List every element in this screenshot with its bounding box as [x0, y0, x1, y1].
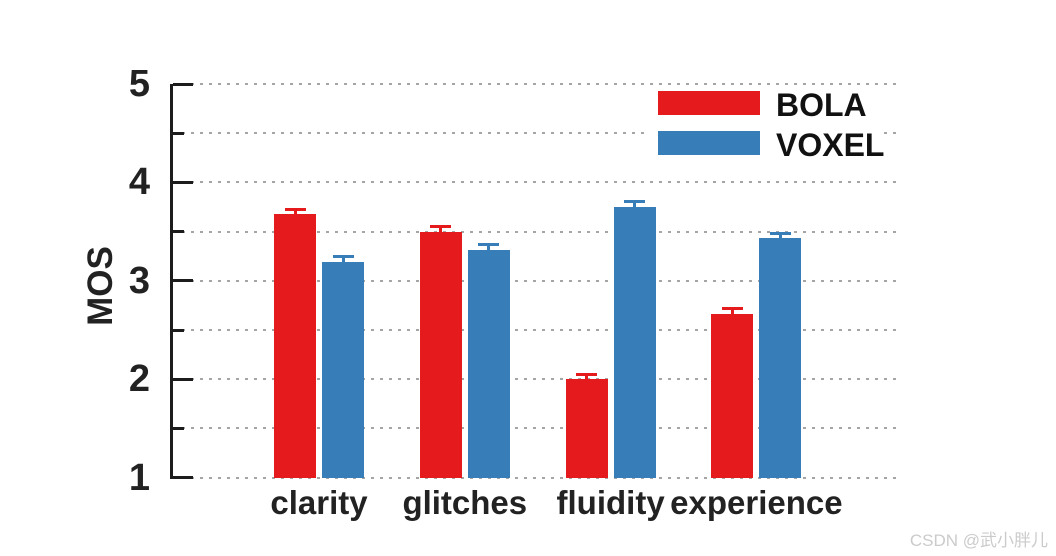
error-bar-cap-voxel-glitches [478, 243, 500, 247]
legend-label-voxel: VOXEL [776, 127, 885, 163]
y-axis-spine [170, 84, 173, 479]
error-bar-cap-bola-clarity [284, 207, 306, 211]
y-tick-label-5: 5 [128, 63, 150, 105]
legend-swatch-voxel [658, 131, 760, 155]
y-tick-label-1: 1 [128, 456, 150, 499]
gridline-y-4.5 [173, 132, 901, 135]
minor-tick-1.5 [173, 426, 184, 430]
error-bar-stem-bola-glitches [439, 225, 443, 241]
error-bar-cap-bola-glitches [430, 224, 452, 228]
error-bar-stem-voxel-clarity [341, 256, 345, 272]
gridline-y-1.5 [173, 427, 901, 430]
gridline-y-1 [173, 476, 901, 479]
error-bar-stem-bola-experience [730, 308, 734, 324]
x-category-label-fluidity: fluidity [556, 484, 665, 521]
error-bar-cap-voxel-clarity [332, 255, 354, 259]
error-bar-stem-bola-fluidity [585, 374, 589, 389]
major-tick-3 [173, 279, 193, 283]
major-tick-4 [173, 180, 193, 184]
minor-tick-4.5 [173, 131, 184, 135]
error-bar-stem-bola-clarity [293, 208, 297, 223]
error-bar-cap-voxel-experience [769, 231, 791, 235]
y-tick-label-2: 2 [128, 358, 150, 401]
watermark: CSDN @武小胖儿 [909, 531, 1048, 550]
y-tick-label-3: 3 [128, 259, 150, 302]
bar-bola-glitches [419, 231, 462, 478]
major-tick-5 [173, 82, 193, 86]
error-bar-stem-voxel-experience [778, 232, 782, 248]
bar-bola-clarity [274, 213, 316, 478]
bar-voxel-clarity [322, 262, 364, 478]
gridline-y-5 [173, 83, 901, 85]
gridline-y-3.5 [173, 230, 901, 233]
gridline-y-2.5 [173, 329, 901, 331]
gridline-y-2 [173, 378, 901, 381]
bar-bola-experience [711, 314, 754, 478]
legend-label-bola: BOLA [776, 87, 867, 123]
bar-bola-fluidity [565, 379, 608, 478]
y-tick-label-4: 4 [128, 161, 150, 204]
major-tick-2 [173, 377, 193, 381]
plot-area [173, 82, 901, 480]
error-bar-stem-voxel-glitches [487, 244, 491, 260]
error-bar-stem-voxel-fluidity [633, 201, 637, 216]
gridline-y-3 [173, 279, 901, 282]
error-bar-cap-bola-fluidity [576, 373, 598, 377]
bar-voxel-experience [759, 238, 802, 478]
bar-voxel-glitches [467, 250, 510, 478]
major-tick-1 [173, 476, 193, 480]
minor-tick-3.5 [173, 230, 184, 234]
error-bar-cap-bola-experience [721, 307, 743, 311]
error-bar-cap-voxel-fluidity [624, 200, 646, 204]
minor-tick-2.5 [173, 328, 184, 332]
legend-swatch-bola [658, 91, 760, 115]
x-category-label-experience: experience [670, 484, 843, 521]
bar-voxel-fluidity [613, 207, 656, 478]
gridline-y-4 [173, 181, 901, 184]
legend: BOLA VOXEL [650, 85, 885, 163]
x-category-label-clarity: clarity [270, 484, 368, 521]
x-category-label-glitches: glitches [402, 484, 528, 521]
